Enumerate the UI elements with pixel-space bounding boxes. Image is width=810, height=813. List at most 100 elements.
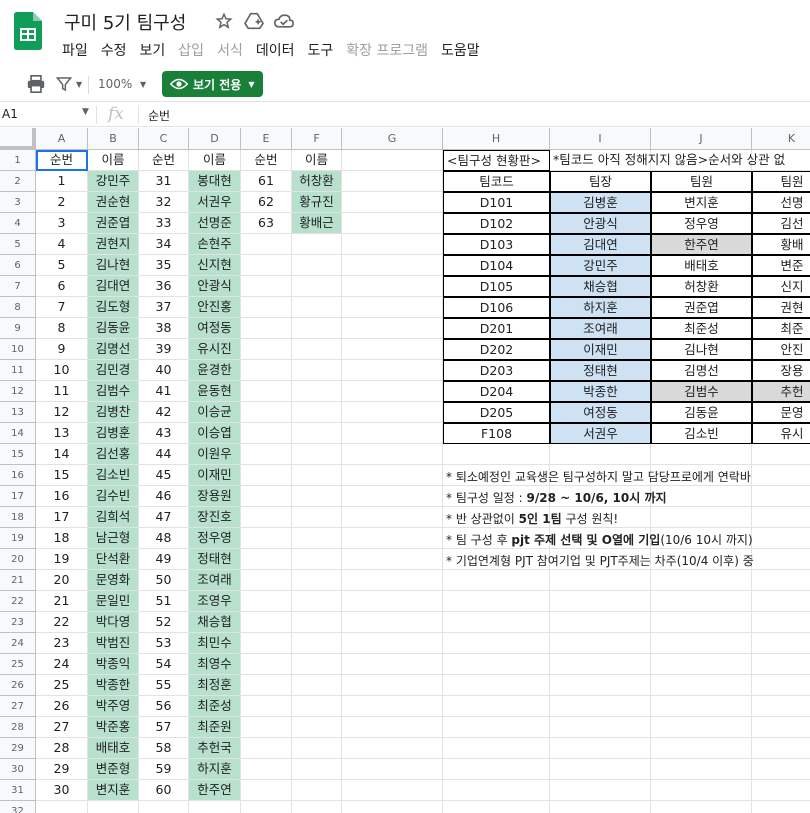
cell[interactable] [443, 717, 550, 738]
column-header-F[interactable]: F [292, 128, 342, 150]
cell[interactable] [342, 276, 443, 297]
cell[interactable] [292, 234, 342, 255]
cell[interactable] [292, 675, 342, 696]
row-header-13[interactable]: 13 [0, 402, 36, 423]
roster-number-cell[interactable]: 57 [139, 717, 189, 738]
team-member-cell[interactable]: 김소빈 [651, 423, 752, 444]
cell[interactable] [241, 423, 292, 444]
cell[interactable] [342, 738, 443, 759]
team-member-cell[interactable]: 권현 [752, 297, 810, 318]
team-member-cell[interactable]: 변지훈 [651, 192, 752, 213]
roster-number-cell[interactable]: 8 [36, 318, 88, 339]
roster-name-cell[interactable]: 최민수 [189, 633, 241, 654]
roster-name-cell[interactable]: 추헌국 [189, 738, 241, 759]
cell[interactable] [752, 528, 810, 549]
roster-name-cell[interactable]: 손현주 [189, 234, 241, 255]
row-header-31[interactable]: 31 [0, 780, 36, 801]
cell[interactable] [550, 675, 651, 696]
print-icon[interactable] [26, 72, 46, 96]
team-code-cell[interactable]: D103 [443, 234, 550, 255]
cell[interactable] [292, 381, 342, 402]
cell[interactable] [292, 717, 342, 738]
roster-name-cell[interactable]: 황규진 [292, 192, 342, 213]
cell[interactable] [241, 402, 292, 423]
row-header-12[interactable]: 12 [0, 381, 36, 402]
roster-name-cell[interactable]: 변준형 [88, 759, 139, 780]
row-header-5[interactable]: 5 [0, 234, 36, 255]
column-header-K[interactable]: K [752, 128, 810, 150]
team-code-cell[interactable]: D106 [443, 297, 550, 318]
roster-number-cell[interactable]: 6 [36, 276, 88, 297]
cell[interactable] [443, 486, 550, 507]
team-table-header[interactable]: 팀원 [651, 171, 752, 192]
cell[interactable] [752, 780, 810, 801]
cell[interactable] [241, 339, 292, 360]
row-header-29[interactable]: 29 [0, 738, 36, 759]
cell[interactable] [292, 570, 342, 591]
roster-name-cell[interactable]: 문일민 [88, 591, 139, 612]
cell[interactable] [342, 255, 443, 276]
cell[interactable] [292, 612, 342, 633]
roster-name-cell[interactable]: 김수빈 [88, 486, 139, 507]
cell[interactable] [443, 675, 550, 696]
team-leader-cell[interactable]: 조여래 [550, 318, 651, 339]
formula-input[interactable]: 순번 [148, 109, 171, 123]
roster-number-cell[interactable]: 46 [139, 486, 189, 507]
roster-header[interactable]: 이름 [189, 150, 241, 171]
cell[interactable] [241, 717, 292, 738]
cell[interactable] [241, 759, 292, 780]
roster-name-cell[interactable]: 배태호 [88, 738, 139, 759]
roster-name-cell[interactable]: 채승협 [189, 612, 241, 633]
cell[interactable] [651, 759, 752, 780]
cell[interactable] [550, 465, 651, 486]
roster-number-cell[interactable]: 2 [36, 192, 88, 213]
menu-3[interactable]: 보기 [139, 43, 166, 59]
cell[interactable] [752, 507, 810, 528]
roster-number-cell[interactable]: 23 [36, 633, 88, 654]
row-header-15[interactable]: 15 [0, 444, 36, 465]
cell[interactable] [752, 612, 810, 633]
cell[interactable] [342, 507, 443, 528]
cell[interactable] [443, 759, 550, 780]
cell[interactable] [342, 696, 443, 717]
team-member-cell[interactable]: 추헌 [752, 381, 810, 402]
cell[interactable] [651, 654, 752, 675]
roster-name-cell[interactable]: 김대연 [88, 276, 139, 297]
roster-number-cell[interactable]: 10 [36, 360, 88, 381]
menu-7[interactable]: 도구 [307, 43, 334, 59]
roster-number-cell[interactable]: 27 [36, 717, 88, 738]
cell[interactable] [752, 591, 810, 612]
roster-number-cell[interactable]: 55 [139, 675, 189, 696]
roster-name-cell[interactable]: 윤경한 [189, 360, 241, 381]
team-member-cell[interactable]: 허창환 [651, 276, 752, 297]
roster-name-cell[interactable]: 신지현 [189, 255, 241, 276]
cell[interactable] [752, 801, 810, 813]
roster-name-cell[interactable]: 윤동현 [189, 381, 241, 402]
roster-name-cell[interactable]: 김동윤 [88, 318, 139, 339]
roster-name-cell[interactable]: 남근형 [88, 528, 139, 549]
cell[interactable] [443, 780, 550, 801]
roster-number-cell[interactable]: 24 [36, 654, 88, 675]
roster-number-cell[interactable]: 1 [36, 171, 88, 192]
roster-name-cell[interactable]: 김병훈 [88, 423, 139, 444]
roster-name-cell[interactable]: 강민주 [88, 171, 139, 192]
roster-number-cell[interactable]: 40 [139, 360, 189, 381]
roster-name-cell[interactable]: 한주연 [189, 780, 241, 801]
roster-name-cell[interactable]: 김범수 [88, 381, 139, 402]
team-leader-cell[interactable]: 강민주 [550, 255, 651, 276]
roster-number-cell[interactable]: 37 [139, 297, 189, 318]
team-member-cell[interactable]: 변준 [752, 255, 810, 276]
team-member-cell[interactable]: 문영 [752, 402, 810, 423]
cell[interactable] [342, 318, 443, 339]
roster-name-cell[interactable]: 김병찬 [88, 402, 139, 423]
cell[interactable] [443, 444, 550, 465]
cell[interactable] [752, 654, 810, 675]
roster-number-cell[interactable]: 51 [139, 591, 189, 612]
cell[interactable] [443, 801, 550, 813]
cell[interactable] [550, 654, 651, 675]
cell[interactable] [342, 150, 443, 171]
cell[interactable] [443, 570, 550, 591]
team-member-cell[interactable]: 김동윤 [651, 402, 752, 423]
roster-header[interactable]: 이름 [88, 150, 139, 171]
row-header-9[interactable]: 9 [0, 318, 36, 339]
